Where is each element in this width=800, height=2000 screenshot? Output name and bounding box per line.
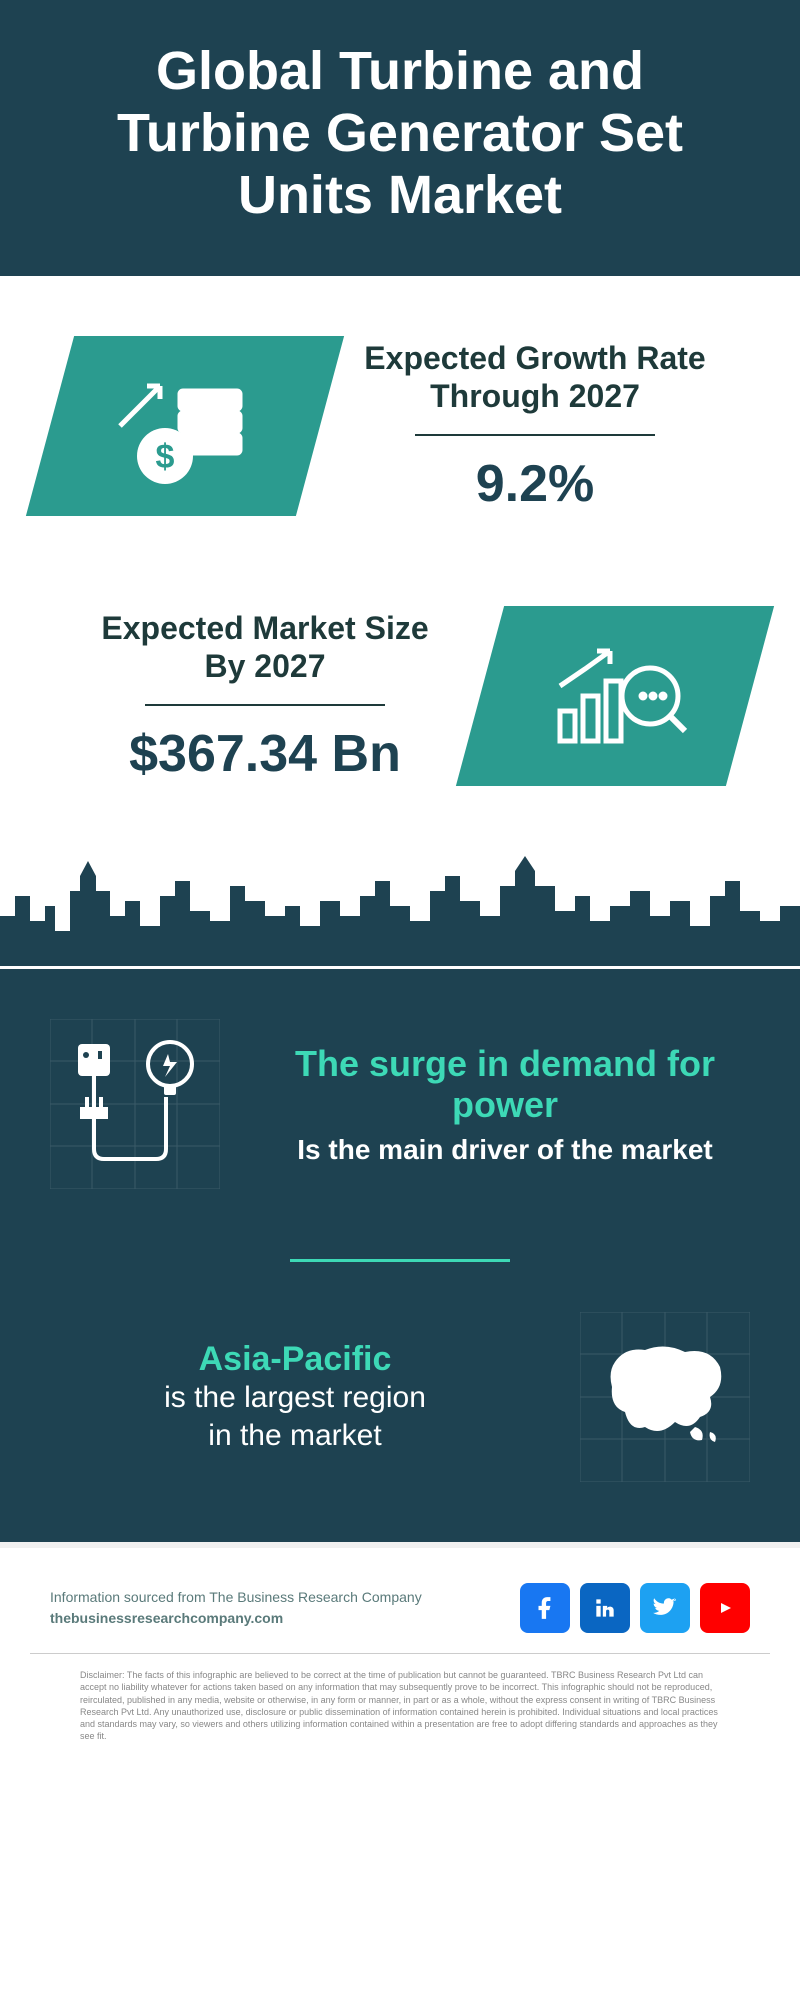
youtube-icon[interactable] [700,1583,750,1633]
driver-highlight: The surge in demand for power [260,1043,750,1126]
twitter-icon[interactable] [640,1583,690,1633]
region-sub-2: in the market [50,1417,540,1455]
social-icons [520,1583,750,1633]
growth-dollar-icon: $ [105,361,265,491]
header-banner: Global Turbine and Turbine Generator Set… [0,0,800,276]
growth-rate-text: Expected Growth Rate Through 2027 9.2% [320,339,750,514]
source-line: Information sourced from The Business Re… [50,1587,422,1608]
power-plug-bulb-icon [50,1019,220,1189]
asia-map-icon [580,1312,750,1482]
market-driver-block: The surge in demand for power Is the mai… [50,969,750,1229]
region-sub-1: is the largest region [50,1379,540,1417]
market-size-text: Expected Market Size By 2027 $367.34 Bn [50,609,480,784]
source-attribution: Information sourced from The Business Re… [50,1587,422,1629]
linkedin-icon[interactable] [580,1583,630,1633]
facebook-icon[interactable] [520,1583,570,1633]
market-size-section: Expected Market Size By 2027 $367.34 Bn [0,546,800,816]
dark-info-section: The surge in demand for power Is the mai… [0,969,800,1542]
market-size-icon-shape [456,606,774,786]
growth-rate-section: $ Expected Growth Rate Through 2027 9.2% [0,276,800,546]
region-block: Asia-Pacific is the largest region in th… [50,1312,750,1482]
skyline-silhouette [0,846,800,966]
region-text-block: Asia-Pacific is the largest region in th… [50,1340,540,1454]
market-size-label: Expected Market Size By 2027 [90,609,440,686]
page-title: Global Turbine and Turbine Generator Set… [60,40,740,226]
divider [145,704,385,706]
svg-text:$: $ [156,438,175,476]
source-url: thebusinessresearchcompany.com [50,1608,422,1629]
footer: Information sourced from The Business Re… [0,1542,800,1653]
growth-rate-value: 9.2% [360,454,710,514]
market-size-value: $367.34 Bn [90,724,440,784]
chart-analysis-icon [535,631,695,761]
driver-subtext: Is the main driver of the market [260,1134,750,1166]
region-highlight: Asia-Pacific [50,1340,540,1379]
growth-icon-shape: $ [26,336,344,516]
growth-rate-label: Expected Growth Rate Through 2027 [360,339,710,416]
driver-text-block: The surge in demand for power Is the mai… [260,1043,750,1166]
disclaimer-text: Disclaimer: The facts of this infographi… [30,1653,770,1772]
divider [415,434,655,436]
section-divider [290,1259,510,1262]
